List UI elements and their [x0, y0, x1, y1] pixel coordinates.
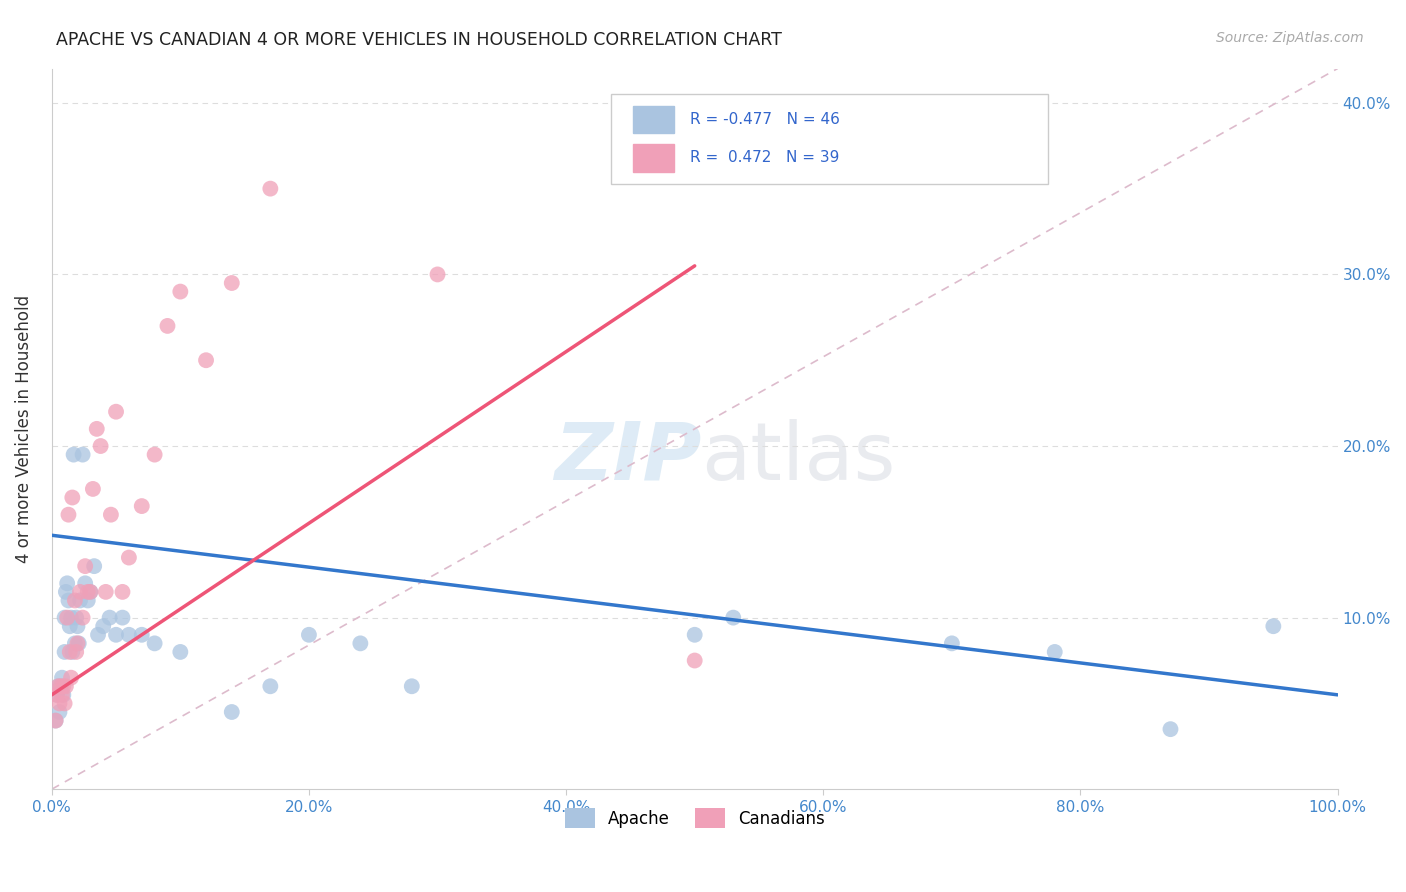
Point	[91, 619, 114, 633]
Point	[46, 679, 69, 693]
Point	[65, 645, 87, 659]
Point	[401, 679, 423, 693]
Point	[683, 628, 706, 642]
Point	[60, 645, 83, 659]
Point	[941, 636, 963, 650]
FancyBboxPatch shape	[633, 145, 673, 171]
Point	[66, 636, 89, 650]
Point	[52, 679, 75, 693]
Text: ZIP: ZIP	[554, 418, 702, 497]
Point	[55, 585, 77, 599]
Point	[723, 610, 745, 624]
Point	[683, 653, 706, 667]
Point	[66, 619, 89, 633]
Point	[48, 697, 70, 711]
Point	[221, 705, 243, 719]
Point	[46, 679, 69, 693]
Point	[58, 593, 80, 607]
FancyBboxPatch shape	[612, 94, 1049, 184]
Point	[1043, 645, 1066, 659]
Point	[105, 628, 128, 642]
Point	[131, 499, 153, 513]
Point	[298, 628, 321, 642]
Point	[63, 593, 86, 607]
Point	[100, 508, 122, 522]
Point	[76, 585, 98, 599]
Text: APACHE VS CANADIAN 4 OR MORE VEHICLES IN HOUSEHOLD CORRELATION CHART: APACHE VS CANADIAN 4 OR MORE VEHICLES IN…	[56, 31, 782, 49]
Point	[131, 628, 153, 642]
Point	[59, 645, 82, 659]
Point	[111, 610, 134, 624]
Y-axis label: 4 or more Vehicles in Household: 4 or more Vehicles in Household	[15, 295, 32, 563]
Point	[1159, 722, 1181, 736]
Point	[94, 585, 117, 599]
Point	[259, 679, 281, 693]
Point	[51, 671, 73, 685]
Text: R =  0.472   N = 39: R = 0.472 N = 39	[689, 151, 839, 165]
Point	[221, 276, 243, 290]
Point	[118, 550, 141, 565]
Point	[143, 636, 166, 650]
Point	[62, 448, 84, 462]
Point	[67, 636, 90, 650]
Point	[45, 714, 67, 728]
Point	[72, 448, 94, 462]
Point	[65, 610, 87, 624]
Point	[75, 559, 97, 574]
Point	[87, 628, 110, 642]
Point	[72, 610, 94, 624]
Point	[45, 688, 67, 702]
Point	[60, 491, 83, 505]
Point	[426, 268, 449, 282]
Point	[45, 688, 67, 702]
Point	[98, 610, 121, 624]
Point	[195, 353, 218, 368]
Point	[63, 636, 86, 650]
Point	[58, 508, 80, 522]
Point	[90, 439, 112, 453]
Point	[56, 576, 79, 591]
Point	[83, 559, 105, 574]
Point	[69, 585, 91, 599]
Point	[45, 714, 67, 728]
Point	[60, 671, 83, 685]
Point	[111, 585, 134, 599]
Point	[1263, 619, 1285, 633]
Point	[53, 697, 76, 711]
Point	[53, 645, 76, 659]
Point	[105, 405, 128, 419]
Point	[169, 285, 191, 299]
Point	[53, 610, 76, 624]
Point	[259, 181, 281, 195]
Point	[143, 448, 166, 462]
Point	[156, 318, 179, 333]
Point	[69, 593, 91, 607]
Text: atlas: atlas	[702, 418, 896, 497]
Point	[59, 619, 82, 633]
Point	[56, 610, 79, 624]
Point	[52, 688, 75, 702]
Point	[169, 645, 191, 659]
Point	[49, 679, 72, 693]
Point	[51, 688, 73, 702]
FancyBboxPatch shape	[633, 106, 673, 134]
Point	[86, 422, 108, 436]
Point	[79, 585, 101, 599]
Point	[76, 593, 98, 607]
Point	[118, 628, 141, 642]
Point	[55, 679, 77, 693]
Point	[60, 610, 83, 624]
Legend: Apache, Canadians: Apache, Canadians	[558, 801, 831, 835]
Point	[75, 576, 97, 591]
Point	[79, 585, 101, 599]
Point	[82, 482, 104, 496]
Point	[349, 636, 371, 650]
Text: Source: ZipAtlas.com: Source: ZipAtlas.com	[1216, 31, 1364, 45]
Point	[48, 705, 70, 719]
Point	[49, 679, 72, 693]
Text: R = -0.477   N = 46: R = -0.477 N = 46	[689, 112, 839, 128]
